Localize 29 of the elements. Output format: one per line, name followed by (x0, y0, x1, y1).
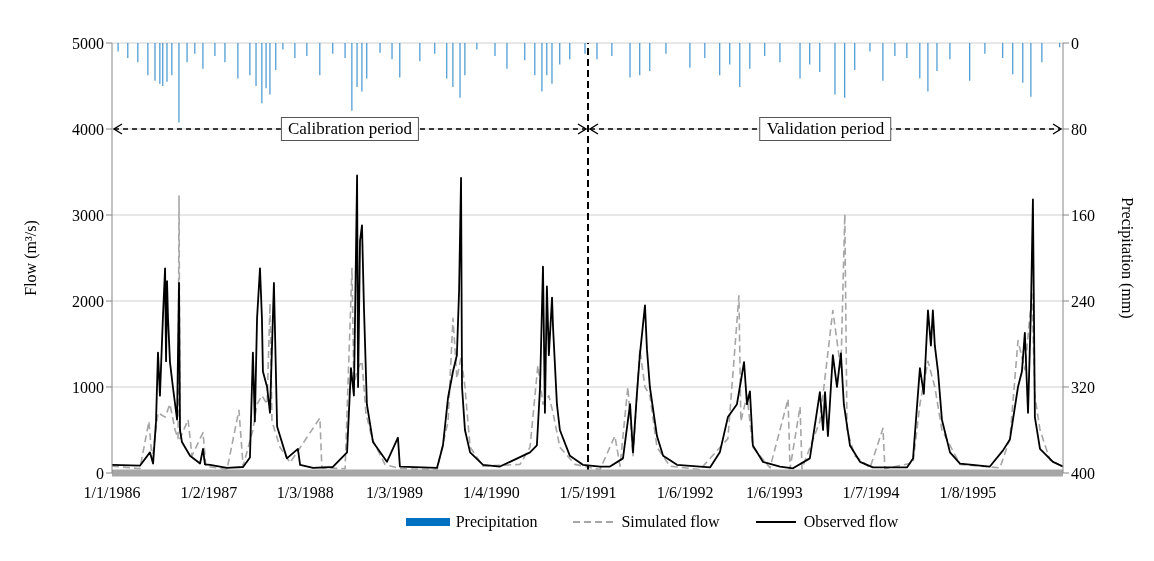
y-axis-title: Flow (m³/s) (21, 220, 40, 296)
y-tick-label: 4000 (72, 120, 104, 138)
y2-tick-label: 240 (1071, 292, 1095, 310)
x-tick-label: 1/7/1994 (842, 484, 900, 502)
legend-label: Observed flow (803, 513, 899, 531)
y-tick-label: 1000 (72, 378, 104, 396)
y2-tick-label: 0 (1071, 34, 1079, 52)
y2-tick-label: 320 (1071, 378, 1095, 396)
x-tick-label: 1/6/1992 (656, 484, 714, 502)
annotation: Validation period (759, 117, 892, 141)
y-tick-label: 0 (96, 464, 104, 482)
y-tick-label: 5000 (72, 34, 104, 52)
x-tick-label: 1/3/1988 (276, 484, 334, 502)
x-tick-label: 1/8/1995 (939, 484, 997, 502)
x-tick-label: 1/4/1990 (462, 484, 520, 502)
x-tick-label: 1/3/1989 (366, 484, 423, 502)
y2-axis-title: Precipitation (mm) (1118, 197, 1137, 319)
y2-tick-label: 160 (1071, 206, 1095, 224)
y-tick-label: 2000 (72, 292, 104, 310)
y2-tick-label: 80 (1071, 120, 1087, 138)
y-tick-label: 3000 (72, 206, 104, 224)
x-tick-label: 1/6/1993 (745, 484, 803, 502)
x-tick-label: 1/1/1986 (83, 484, 141, 502)
x-tick-label: 1/2/1987 (180, 484, 238, 502)
x-tick-label: 1/5/1991 (559, 484, 617, 502)
annotation: Calibration period (280, 117, 420, 141)
legend-label: Simulated flow (621, 513, 720, 531)
legend-label: Precipitation (455, 513, 538, 531)
y2-tick-label: 400 (1071, 464, 1095, 482)
